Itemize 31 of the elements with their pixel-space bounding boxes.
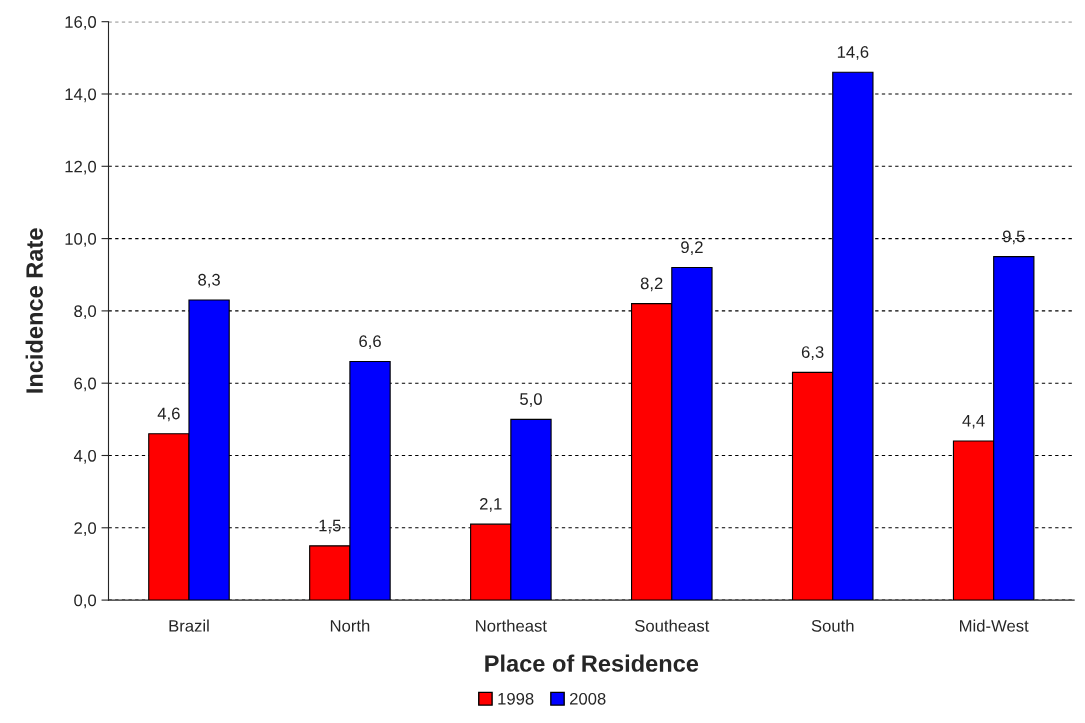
data-label: 5,0 [520, 393, 542, 407]
data-label: 9,5 [1002, 230, 1025, 245]
y-axis-title: Incidence Rate [25, 228, 43, 393]
data-label: 2,1 [479, 497, 502, 512]
data-label: 6,6 [359, 335, 381, 350]
y-tick-label: 10,0 [65, 232, 97, 247]
legend-label: 1998 [498, 692, 534, 705]
data-label: 14,6 [837, 46, 869, 60]
y-tick-label: 0,0 [74, 594, 97, 609]
x-tick-label: Brazil [169, 619, 209, 632]
y-tick-label: 4,0 [73, 449, 97, 464]
y-tick-label: 14,0 [65, 88, 97, 103]
y-tick-label: 8,0 [74, 305, 97, 320]
x-axis-title: Place of Residence [485, 654, 699, 672]
data-label: 8,3 [198, 273, 220, 288]
x-tick-label: Southeast [635, 619, 710, 632]
x-tick-label: Mid-West [960, 619, 1029, 632]
legend-label: 2008 [570, 692, 606, 705]
y-tick-label: 16,0 [65, 16, 97, 30]
data-label: 6,3 [801, 346, 824, 360]
x-tick-label: North [330, 619, 370, 632]
y-tick-label: 2,0 [74, 522, 97, 536]
y-tick-label: 12,0 [65, 160, 97, 175]
y-tick-label: 6,0 [74, 377, 97, 392]
x-tick-label: South [811, 619, 854, 632]
data-label: 1,5 [319, 519, 341, 534]
data-label: 4,6 [157, 407, 180, 422]
data-label: 4,4 [962, 414, 985, 429]
x-tick-label: Northeast [476, 619, 547, 632]
data-label: 9,2 [681, 241, 703, 256]
data-label: 8,2 [640, 277, 663, 292]
